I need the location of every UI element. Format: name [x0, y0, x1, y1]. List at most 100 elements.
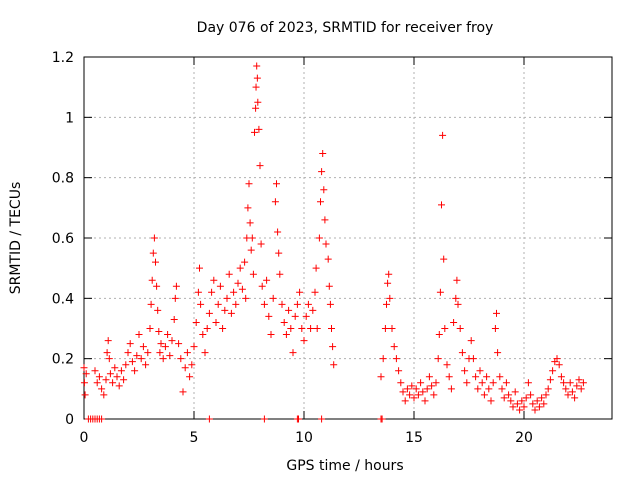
data-point: [573, 382, 581, 390]
data-point: [295, 415, 302, 423]
data-point: [320, 186, 328, 194]
data-point: [312, 264, 320, 272]
data-point: [105, 355, 113, 363]
data-point: [383, 300, 390, 308]
data-point: [208, 288, 216, 296]
data-point: [388, 325, 396, 332]
data-point: [330, 361, 338, 369]
data-point: [282, 331, 290, 339]
data-point: [328, 325, 335, 332]
data-point: [421, 397, 429, 405]
data-point: [274, 228, 282, 236]
data-point: [287, 325, 295, 332]
data-point: [139, 343, 147, 351]
data-point: [318, 168, 326, 176]
data-point: [489, 379, 497, 387]
data-point: [298, 325, 306, 332]
data-point: [441, 325, 449, 332]
data-point: [378, 415, 386, 423]
data-point: [161, 343, 169, 351]
data-point: [113, 373, 121, 381]
data-point: [144, 349, 152, 357]
data-point: [453, 276, 461, 284]
data-point: [302, 312, 310, 320]
data-point: [300, 337, 308, 345]
data-point: [450, 318, 458, 326]
data-point: [122, 361, 130, 369]
data-point: [194, 288, 202, 296]
data-point: [214, 300, 222, 308]
data-point: [392, 355, 400, 363]
data-point: [192, 318, 200, 326]
data-point: [126, 340, 134, 348]
data-point: [493, 309, 500, 317]
data-point: [135, 331, 143, 339]
data-point: [377, 373, 385, 381]
data-point: [309, 306, 317, 314]
data-point: [385, 270, 393, 278]
data-point: [168, 337, 176, 345]
data-point: [186, 373, 194, 381]
data-point: [269, 294, 277, 302]
data-point: [246, 219, 254, 227]
data-point: [474, 385, 482, 393]
data-point: [147, 300, 155, 308]
data-point: [483, 373, 491, 381]
data-point: [379, 355, 387, 363]
data-point: [258, 282, 266, 290]
data-point: [273, 180, 280, 188]
y-tick-label: 0.6: [52, 231, 74, 247]
data-point: [434, 355, 442, 363]
data-point: [304, 300, 312, 308]
data-point: [505, 391, 513, 399]
data-point: [93, 379, 101, 387]
data-point: [325, 282, 333, 290]
data-point: [100, 391, 108, 399]
data-point: [183, 349, 191, 357]
data-point: [244, 204, 252, 212]
data-point: [428, 382, 436, 390]
data-point: [232, 300, 240, 308]
data-point: [524, 379, 532, 387]
data-point: [245, 180, 253, 188]
data-point: [542, 391, 550, 399]
x-tick-label: 15: [405, 430, 423, 446]
data-point: [432, 379, 440, 387]
data-point: [311, 288, 319, 296]
data-point: [500, 394, 508, 402]
data-point: [321, 216, 329, 224]
data-point: [555, 361, 563, 369]
data-point: [423, 385, 431, 393]
data-point: [238, 285, 246, 293]
data-point: [271, 198, 279, 206]
data-point: [242, 294, 250, 302]
data-point: [397, 379, 405, 387]
data-point: [260, 300, 268, 308]
data-point: [564, 391, 572, 399]
x-axis-label: GPS time / hours: [286, 458, 403, 474]
data-point: [98, 415, 106, 423]
data-point: [188, 361, 196, 369]
data-point: [241, 258, 249, 266]
y-tick-label: 1: [65, 110, 74, 126]
data-point: [150, 234, 158, 242]
data-point: [156, 349, 164, 357]
data-point: [205, 415, 213, 423]
data-point: [384, 279, 392, 287]
data-point: [403, 385, 411, 393]
data-point: [399, 388, 407, 396]
data-point: [223, 294, 231, 302]
data-point: [401, 397, 409, 405]
data-point: [502, 379, 510, 387]
data-point: [406, 391, 414, 399]
data-point: [408, 382, 416, 390]
data-point: [275, 249, 283, 257]
data-point: [381, 325, 389, 332]
data-point: [142, 361, 150, 369]
y-tick-label: 0.4: [52, 291, 74, 307]
data-point: [326, 300, 334, 308]
data-point: [260, 415, 268, 423]
data-point: [410, 394, 418, 402]
data-point: [104, 337, 112, 345]
data-point: [513, 400, 521, 408]
